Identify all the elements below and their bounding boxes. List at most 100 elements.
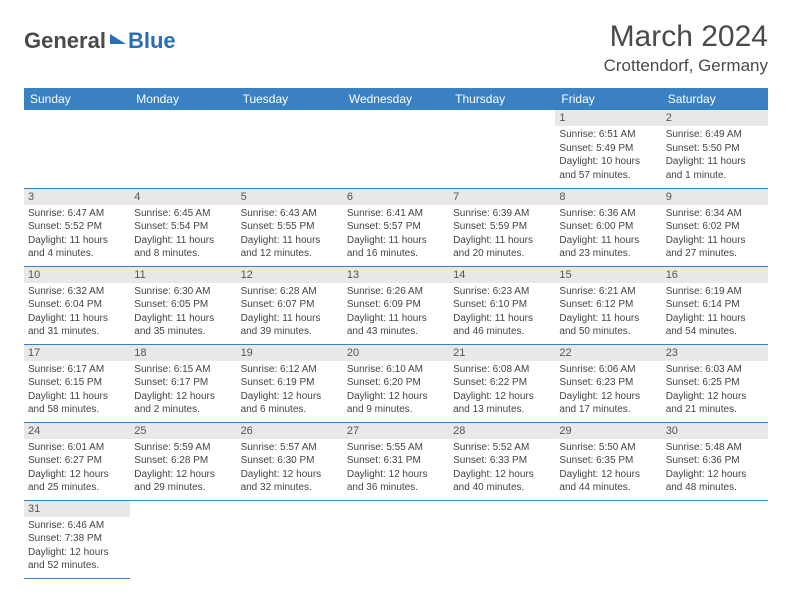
calendar-cell: 21Sunrise: 6:08 AMSunset: 6:22 PMDayligh… — [449, 344, 555, 422]
detail-line: Sunset: 6:10 PM — [453, 298, 551, 312]
calendar-cell: 22Sunrise: 6:06 AMSunset: 6:23 PMDayligh… — [555, 344, 661, 422]
detail-line: Sunset: 6:14 PM — [666, 298, 764, 312]
detail-line: Sunrise: 6:10 AM — [347, 363, 445, 377]
detail-line: Sunset: 6:28 PM — [134, 454, 232, 468]
calendar-cell: 6Sunrise: 6:41 AMSunset: 5:57 PMDaylight… — [343, 188, 449, 266]
calendar-cell: 1Sunrise: 6:51 AMSunset: 5:49 PMDaylight… — [555, 110, 661, 188]
detail-line: Sunrise: 6:26 AM — [347, 285, 445, 299]
detail-line: Sunrise: 6:21 AM — [559, 285, 657, 299]
detail-line: Daylight: 12 hours — [28, 546, 126, 560]
weekday-header: Wednesday — [343, 88, 449, 110]
detail-line: and 12 minutes. — [241, 247, 339, 261]
day-number: 23 — [662, 345, 768, 361]
detail-line: and 50 minutes. — [559, 325, 657, 339]
day-number: 20 — [343, 345, 449, 361]
day-number: 19 — [237, 345, 343, 361]
location: Crottendorf, Germany — [604, 56, 768, 76]
day-details: Sunrise: 6:28 AMSunset: 6:07 PMDaylight:… — [237, 283, 343, 341]
detail-line: and 13 minutes. — [453, 403, 551, 417]
detail-line: and 48 minutes. — [666, 481, 764, 495]
day-details: Sunrise: 6:30 AMSunset: 6:05 PMDaylight:… — [130, 283, 236, 341]
day-number: 21 — [449, 345, 555, 361]
detail-line: and 57 minutes. — [559, 169, 657, 183]
calendar-week-row: 24Sunrise: 6:01 AMSunset: 6:27 PMDayligh… — [24, 422, 768, 500]
detail-line: Sunrise: 5:48 AM — [666, 441, 764, 455]
detail-line: Sunrise: 6:30 AM — [134, 285, 232, 299]
detail-line: Daylight: 11 hours — [28, 312, 126, 326]
detail-line: Daylight: 11 hours — [559, 234, 657, 248]
detail-line: Sunset: 6:00 PM — [559, 220, 657, 234]
detail-line: Sunset: 6:09 PM — [347, 298, 445, 312]
day-number: 2 — [662, 110, 768, 126]
calendar-week-row: 31Sunrise: 6:46 AMSunset: 7:38 PMDayligh… — [24, 500, 768, 578]
day-details: Sunrise: 6:21 AMSunset: 6:12 PMDaylight:… — [555, 283, 661, 341]
day-number: 12 — [237, 267, 343, 283]
day-details: Sunrise: 5:50 AMSunset: 6:35 PMDaylight:… — [555, 439, 661, 497]
detail-line: Daylight: 12 hours — [241, 468, 339, 482]
detail-line: Sunset: 6:27 PM — [28, 454, 126, 468]
detail-line: Sunset: 5:59 PM — [453, 220, 551, 234]
calendar-cell: 19Sunrise: 6:12 AMSunset: 6:19 PMDayligh… — [237, 344, 343, 422]
detail-line: Daylight: 11 hours — [241, 234, 339, 248]
day-number: 3 — [24, 189, 130, 205]
detail-line: Daylight: 11 hours — [28, 390, 126, 404]
day-details: Sunrise: 6:49 AMSunset: 5:50 PMDaylight:… — [662, 126, 768, 184]
day-details: Sunrise: 5:48 AMSunset: 6:36 PMDaylight:… — [662, 439, 768, 497]
calendar-cell — [130, 110, 236, 188]
detail-line: and 17 minutes. — [559, 403, 657, 417]
day-details: Sunrise: 6:32 AMSunset: 6:04 PMDaylight:… — [24, 283, 130, 341]
calendar-cell: 25Sunrise: 5:59 AMSunset: 6:28 PMDayligh… — [130, 422, 236, 500]
detail-line: Sunrise: 6:28 AM — [241, 285, 339, 299]
detail-line: Sunset: 6:04 PM — [28, 298, 126, 312]
day-number: 24 — [24, 423, 130, 439]
detail-line: and 29 minutes. — [134, 481, 232, 495]
calendar-cell: 3Sunrise: 6:47 AMSunset: 5:52 PMDaylight… — [24, 188, 130, 266]
detail-line: and 8 minutes. — [134, 247, 232, 261]
weekday-header-row: SundayMondayTuesdayWednesdayThursdayFrid… — [24, 88, 768, 110]
detail-line: Sunset: 5:49 PM — [559, 142, 657, 156]
detail-line: Sunrise: 5:52 AM — [453, 441, 551, 455]
weekday-header: Sunday — [24, 88, 130, 110]
day-details: Sunrise: 6:12 AMSunset: 6:19 PMDaylight:… — [237, 361, 343, 419]
calendar-cell — [343, 500, 449, 578]
day-number: 26 — [237, 423, 343, 439]
detail-line: Daylight: 12 hours — [134, 390, 232, 404]
detail-line: and 23 minutes. — [559, 247, 657, 261]
detail-line: Daylight: 11 hours — [666, 312, 764, 326]
day-details: Sunrise: 6:23 AMSunset: 6:10 PMDaylight:… — [449, 283, 555, 341]
calendar-cell: 18Sunrise: 6:15 AMSunset: 6:17 PMDayligh… — [130, 344, 236, 422]
calendar-cell: 14Sunrise: 6:23 AMSunset: 6:10 PMDayligh… — [449, 266, 555, 344]
day-number: 11 — [130, 267, 236, 283]
flag-icon — [110, 34, 126, 44]
calendar-cell — [449, 110, 555, 188]
day-details: Sunrise: 6:34 AMSunset: 6:02 PMDaylight:… — [662, 205, 768, 263]
detail-line: Daylight: 12 hours — [559, 468, 657, 482]
detail-line: Sunrise: 6:32 AM — [28, 285, 126, 299]
detail-line: and 31 minutes. — [28, 325, 126, 339]
calendar-cell: 8Sunrise: 6:36 AMSunset: 6:00 PMDaylight… — [555, 188, 661, 266]
detail-line: Daylight: 11 hours — [134, 312, 232, 326]
calendar-cell: 9Sunrise: 6:34 AMSunset: 6:02 PMDaylight… — [662, 188, 768, 266]
weekday-header: Thursday — [449, 88, 555, 110]
calendar-cell — [555, 500, 661, 578]
calendar-table: SundayMondayTuesdayWednesdayThursdayFrid… — [24, 88, 768, 579]
detail-line: Sunset: 6:02 PM — [666, 220, 764, 234]
detail-line: and 27 minutes. — [666, 247, 764, 261]
detail-line: Sunrise: 6:06 AM — [559, 363, 657, 377]
day-details: Sunrise: 6:46 AMSunset: 7:38 PMDaylight:… — [24, 517, 130, 575]
detail-line: Sunset: 6:17 PM — [134, 376, 232, 390]
calendar-cell: 12Sunrise: 6:28 AMSunset: 6:07 PMDayligh… — [237, 266, 343, 344]
detail-line: and 2 minutes. — [134, 403, 232, 417]
day-details: Sunrise: 6:01 AMSunset: 6:27 PMDaylight:… — [24, 439, 130, 497]
detail-line: Sunrise: 6:08 AM — [453, 363, 551, 377]
detail-line: and 44 minutes. — [559, 481, 657, 495]
calendar-cell: 24Sunrise: 6:01 AMSunset: 6:27 PMDayligh… — [24, 422, 130, 500]
detail-line: Daylight: 11 hours — [241, 312, 339, 326]
detail-line: Sunrise: 6:12 AM — [241, 363, 339, 377]
calendar-cell: 27Sunrise: 5:55 AMSunset: 6:31 PMDayligh… — [343, 422, 449, 500]
detail-line: Daylight: 12 hours — [559, 390, 657, 404]
header: General Blue March 2024 Crottendorf, Ger… — [24, 20, 768, 76]
detail-line: Daylight: 12 hours — [241, 390, 339, 404]
day-number: 16 — [662, 267, 768, 283]
day-details: Sunrise: 6:26 AMSunset: 6:09 PMDaylight:… — [343, 283, 449, 341]
